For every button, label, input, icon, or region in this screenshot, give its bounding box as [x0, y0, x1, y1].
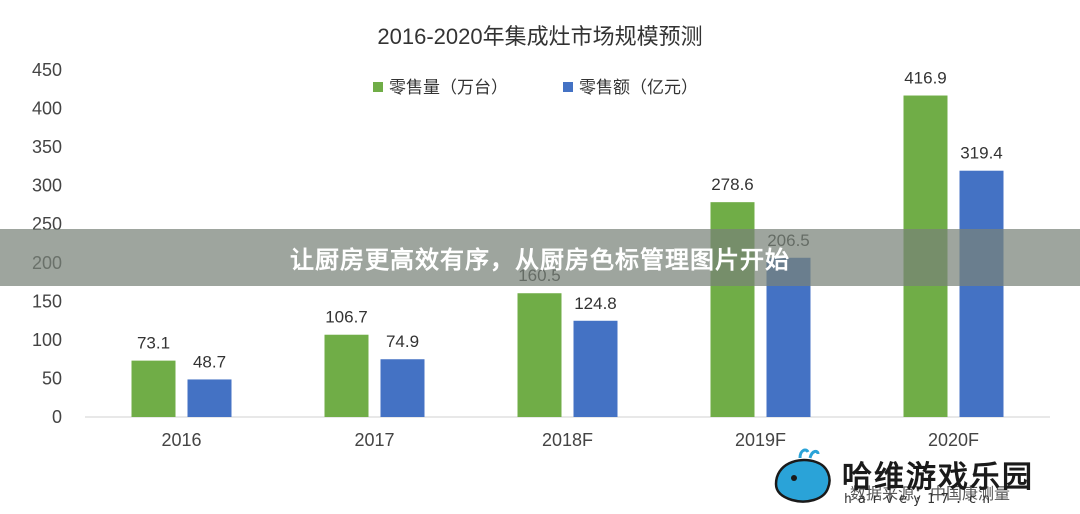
data-label: 106.7	[325, 308, 368, 327]
x-tick-label: 2020F	[928, 430, 979, 450]
bar-sales-2017	[380, 359, 425, 417]
legend: 零售量（万台） 零售额（亿元）	[373, 78, 698, 97]
y-tick-label: 300	[32, 176, 62, 196]
bar-volume-2017	[324, 334, 369, 417]
y-tick-label: 100	[32, 330, 62, 350]
data-label: 74.9	[386, 332, 419, 351]
legend-swatch	[563, 82, 573, 92]
data-label: 124.8	[574, 294, 617, 313]
data-label: 319.4	[960, 144, 1003, 163]
y-tick-label: 0	[52, 407, 62, 427]
watermark-title: 哈维游戏乐园	[842, 460, 1034, 495]
data-label: 73.1	[137, 334, 170, 353]
legend-label: 零售额（亿元）	[579, 78, 698, 97]
y-tick-label: 450	[32, 60, 62, 80]
bar-volume-2016	[131, 360, 176, 417]
legend-swatch	[373, 82, 383, 92]
data-label: 416.9	[904, 69, 947, 88]
x-tick-label: 2018F	[542, 430, 593, 450]
banner-text: 让厨房更高效有序，从厨房色标管理图片开始	[290, 246, 790, 274]
x-axis: 2016 2017 2018F 2019F 2020F	[85, 416, 1050, 450]
x-tick-label: 2017	[354, 430, 394, 450]
data-label: 278.6	[711, 175, 754, 194]
data-labels: 73.1106.7160.5278.6416.948.774.9124.8206…	[137, 69, 1003, 372]
chart-title: 2016-2020年集成灶市场规模预测	[377, 24, 702, 49]
y-tick-label: 350	[32, 137, 62, 157]
x-tick-label: 2019F	[735, 430, 786, 450]
y-tick-label: 400	[32, 99, 62, 119]
watermark: 哈维游戏乐园 harvey17.cn	[770, 444, 1070, 510]
data-label: 48.7	[193, 352, 226, 371]
y-tick-label: 50	[42, 368, 62, 388]
bar-volume-2018F	[517, 293, 562, 417]
source-note: 数据来源：中国康测量	[850, 486, 1011, 503]
watermark-url: harvey17.cn	[844, 492, 997, 507]
legend-label: 零售量（万台）	[389, 78, 508, 97]
bar-sales-2016	[187, 379, 232, 417]
x-tick-label: 2016	[161, 430, 201, 450]
y-tick-label: 150	[32, 291, 62, 311]
bar-sales-2020F	[959, 170, 1004, 417]
bar-sales-2018F	[573, 320, 618, 417]
whale-icon	[774, 448, 831, 503]
caption-banner: 让厨房更高效有序，从厨房色标管理图片开始	[0, 229, 1080, 286]
